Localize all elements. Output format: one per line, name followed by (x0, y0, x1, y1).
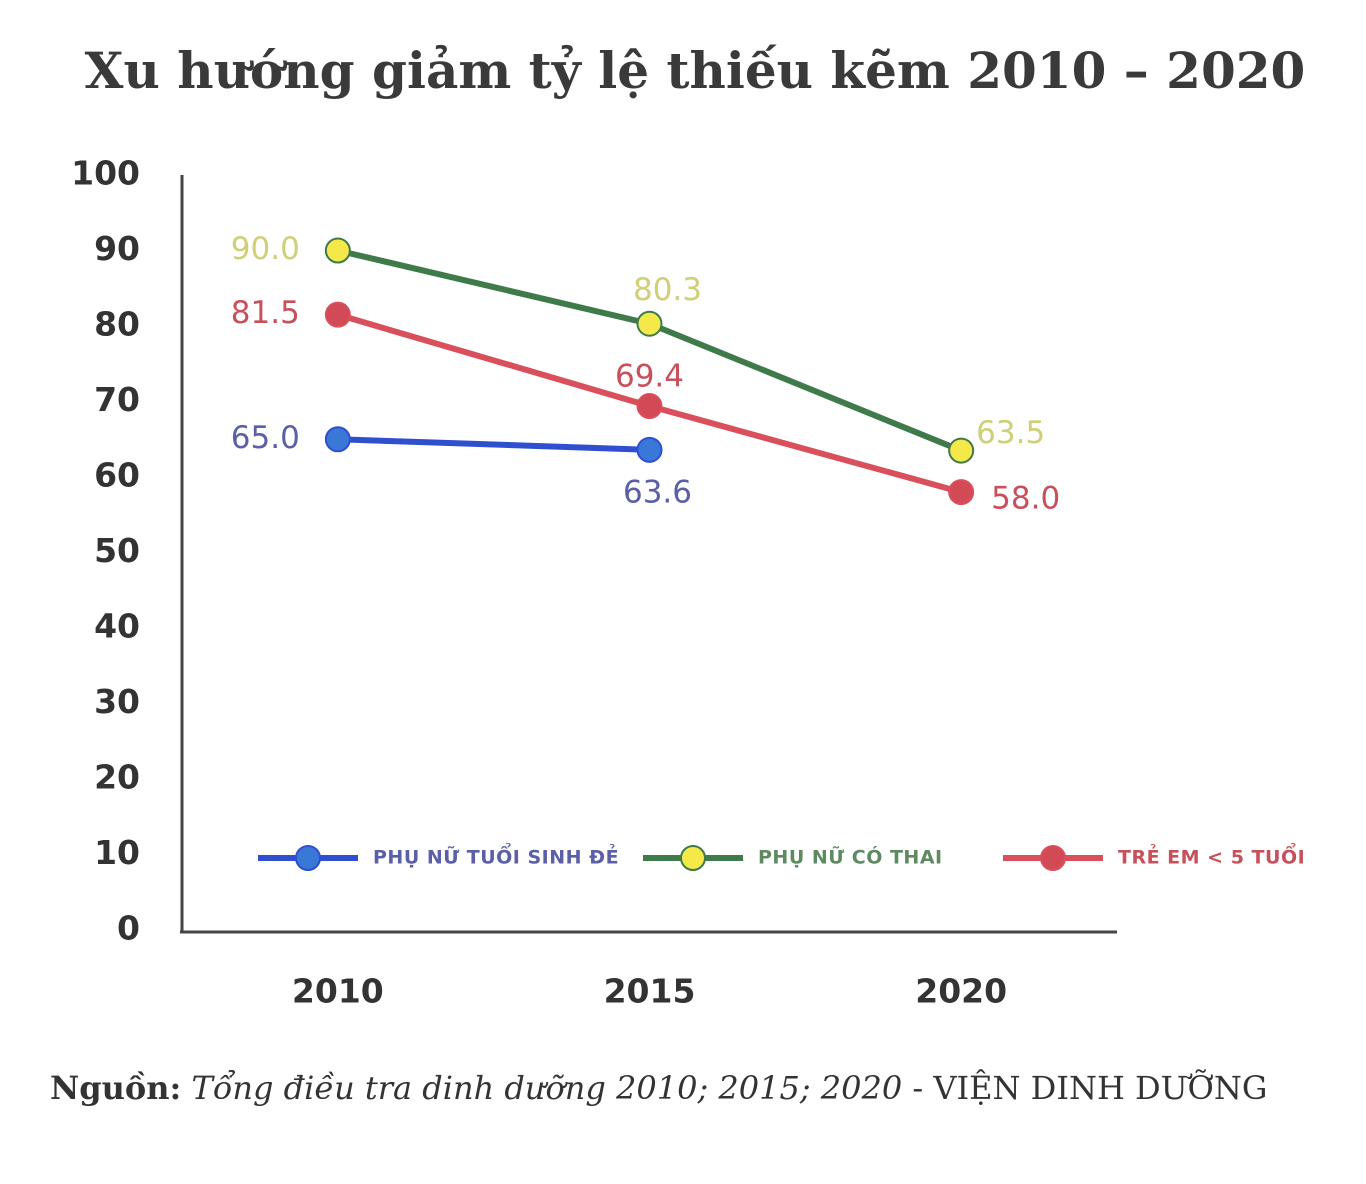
point (324, 426, 351, 453)
legend-marker (295, 845, 321, 871)
data-label: 58.0 (991, 481, 1060, 517)
y-tick-label: 40 (94, 607, 140, 646)
point (324, 301, 351, 328)
data-label: 69.4 (615, 359, 684, 395)
point (636, 393, 663, 420)
source: Nguồn: Tổng điều tra dinh dưỡng 2010; 20… (50, 1069, 1267, 1107)
y-tick-label: 30 (94, 682, 140, 721)
legend-label: PHỤ NỮ CÓ THAI (758, 845, 943, 869)
data-label: 90.0 (231, 231, 300, 267)
point (948, 479, 975, 506)
y-tick-label: 100 (71, 154, 140, 193)
source-label: Nguồn: (50, 1069, 181, 1107)
point (948, 437, 975, 464)
point (636, 310, 663, 337)
source-text: Tổng điều tra dinh dưỡng 2010; 2015; 202… (191, 1069, 902, 1107)
x-tick-label: 2010 (292, 972, 384, 1011)
x-tick-label: 2015 (604, 972, 696, 1011)
y-tick-label: 0 (117, 909, 140, 948)
y-tick-label: 50 (94, 531, 140, 570)
legend-label: PHỤ NỮ TUỔI SINH ĐẺ (373, 842, 619, 869)
data-label: 63.6 (623, 474, 692, 510)
data-label: 81.5 (231, 295, 300, 331)
chart-title: Xu hướng giảm tỷ lệ thiếu kẽm 2010 – 202… (85, 41, 1306, 100)
series-line (337, 436, 650, 453)
data-label: 63.5 (976, 415, 1045, 451)
y-tick-label: 90 (94, 229, 140, 268)
data-label: 80.3 (633, 272, 702, 308)
source-org: - VIỆN DINH DƯỠNG (912, 1069, 1267, 1107)
y-tick-label: 80 (94, 305, 140, 344)
point (324, 237, 351, 264)
x-tick-label: 2020 (915, 972, 1007, 1011)
y-tick-label: 60 (94, 456, 140, 495)
legend-label: TRẺ EM < 5 TUỔI (1118, 842, 1305, 869)
y-tick-label: 10 (94, 833, 140, 872)
data-label: 65.0 (231, 420, 300, 456)
y-tick-label: 70 (94, 380, 140, 419)
point (636, 436, 663, 463)
legend-marker (680, 845, 706, 871)
legend-marker (1040, 845, 1066, 871)
y-tick-label: 20 (94, 758, 140, 797)
